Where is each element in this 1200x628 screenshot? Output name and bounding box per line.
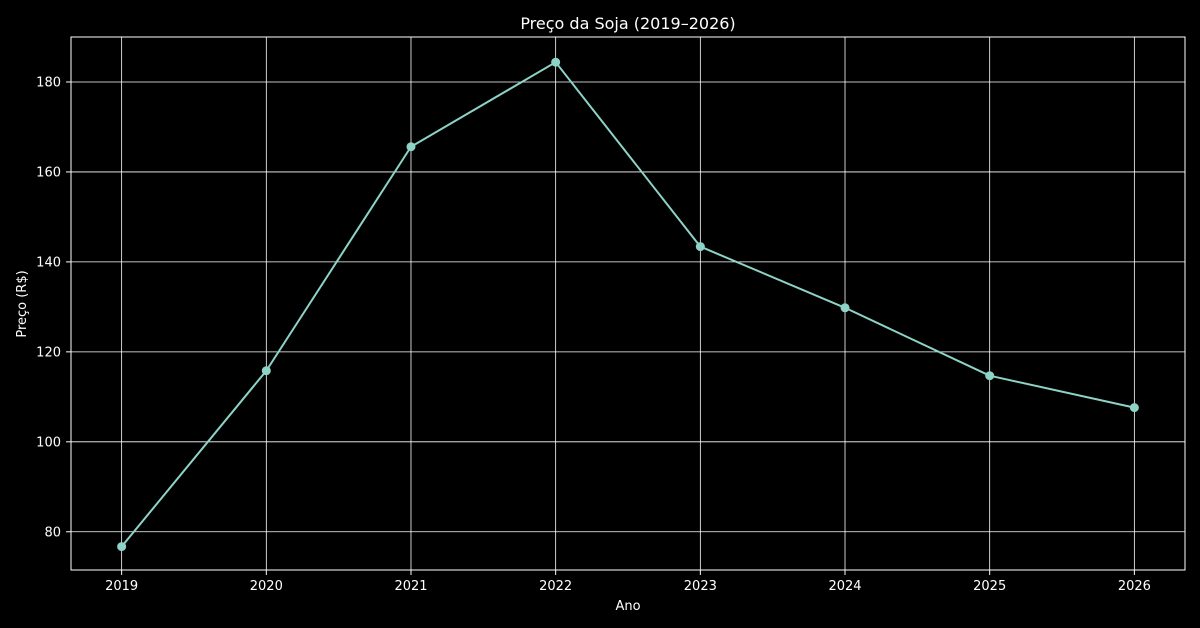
data-point [985, 371, 995, 381]
y-tick-label: 80 [44, 525, 61, 540]
x-axis-title: Ano [615, 599, 640, 614]
x-tick-label: 2024 [828, 579, 861, 594]
y-tick-label: 180 [36, 75, 61, 90]
grid [71, 37, 1185, 570]
data-point [1129, 403, 1139, 413]
chart-title: Preço da Soja (2019–2026) [520, 14, 735, 33]
x-tick-label: 2026 [1118, 579, 1151, 594]
y-tick-label: 140 [36, 255, 61, 270]
axes-frame [70, 36, 1186, 571]
data-point [406, 142, 416, 152]
x-tick-label: 2022 [539, 579, 572, 594]
x-axis-ticks: 2019 2020 2021 2022 2023 2024 2025 2026 [105, 570, 1151, 594]
plot-frame [70, 36, 1186, 571]
series-line [120, 61, 1135, 548]
series-price [117, 57, 1139, 552]
data-point [695, 242, 705, 252]
y-tick-label: 100 [36, 435, 61, 450]
y-axis-title: Preço (R$) [15, 270, 30, 337]
x-tick-label: 2025 [973, 579, 1006, 594]
data-point [261, 366, 271, 376]
data-point [840, 303, 850, 313]
x-tick-label: 2019 [105, 579, 138, 594]
y-tick-label: 120 [36, 345, 61, 360]
x-tick-label: 2023 [684, 579, 717, 594]
data-point [551, 57, 561, 67]
y-tick-label: 160 [36, 165, 61, 180]
x-tick-label: 2021 [394, 579, 427, 594]
y-axis-ticks: 80 100 120 140 160 180 [36, 75, 71, 540]
data-point [117, 542, 127, 552]
x-tick-label: 2020 [250, 579, 283, 594]
